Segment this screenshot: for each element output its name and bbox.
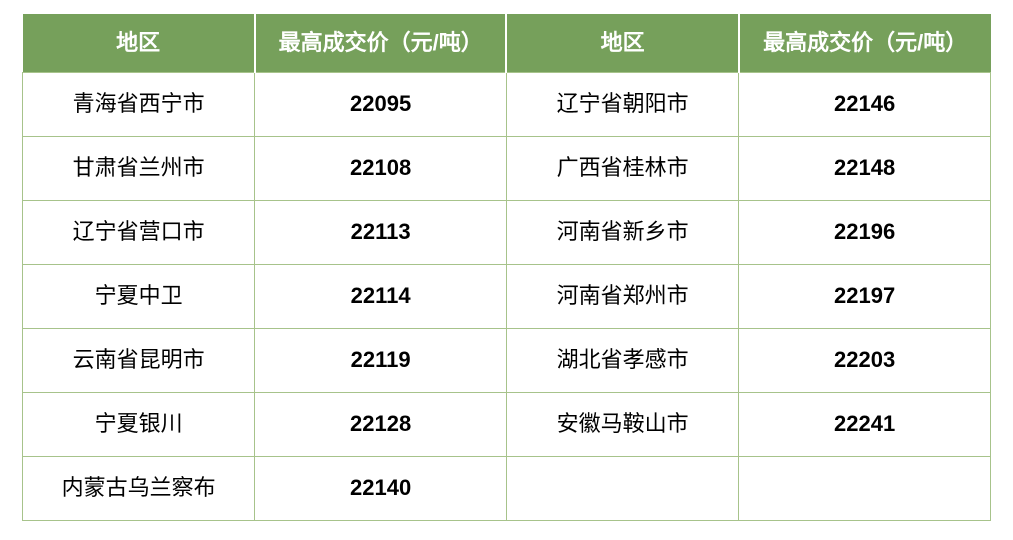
cell-price-left: 22114 <box>255 264 507 328</box>
cell-region-right: 湖北省孝感市 <box>506 328 738 392</box>
cell-price-right: 22196 <box>739 200 991 264</box>
table-row: 宁夏中卫22114河南省郑州市22197 <box>23 264 991 328</box>
cell-region-left: 青海省西宁市 <box>23 72 255 136</box>
table-row: 青海省西宁市22095辽宁省朝阳市22146 <box>23 72 991 136</box>
cell-price-left: 22119 <box>255 328 507 392</box>
cell-region-right: 安徽马鞍山市 <box>506 392 738 456</box>
cell-price-left: 22128 <box>255 392 507 456</box>
table-container: 地区 最高成交价（元/吨） 地区 最高成交价（元/吨） 青海省西宁市22095辽… <box>0 0 1013 535</box>
cell-price-right: 22197 <box>739 264 991 328</box>
table-body: 青海省西宁市22095辽宁省朝阳市22146甘肃省兰州市22108广西省桂林市2… <box>23 72 991 520</box>
cell-region-left: 内蒙古乌兰察布 <box>23 456 255 520</box>
cell-region-left: 宁夏银川 <box>23 392 255 456</box>
cell-price-right: 22148 <box>739 136 991 200</box>
table-row: 内蒙古乌兰察布22140 <box>23 456 991 520</box>
cell-region-left: 云南省昆明市 <box>23 328 255 392</box>
header-region-right: 地区 <box>506 14 738 72</box>
cell-price-left: 22140 <box>255 456 507 520</box>
cell-price-left: 22095 <box>255 72 507 136</box>
header-price-left: 最高成交价（元/吨） <box>255 14 507 72</box>
cell-region-right: 河南省郑州市 <box>506 264 738 328</box>
cell-price-left: 22108 <box>255 136 507 200</box>
table-row: 辽宁省营口市22113河南省新乡市22196 <box>23 200 991 264</box>
cell-region-left: 辽宁省营口市 <box>23 200 255 264</box>
cell-price-right: 22146 <box>739 72 991 136</box>
cell-region-right: 广西省桂林市 <box>506 136 738 200</box>
header-price-right: 最高成交价（元/吨） <box>739 14 991 72</box>
cell-price-right <box>739 456 991 520</box>
cell-region-right: 辽宁省朝阳市 <box>506 72 738 136</box>
cell-price-right: 22203 <box>739 328 991 392</box>
table-header: 地区 最高成交价（元/吨） 地区 最高成交价（元/吨） <box>23 14 991 72</box>
table-row: 甘肃省兰州市22108广西省桂林市22148 <box>23 136 991 200</box>
table-row: 云南省昆明市22119湖北省孝感市22203 <box>23 328 991 392</box>
cell-price-left: 22113 <box>255 200 507 264</box>
cell-region-right: 河南省新乡市 <box>506 200 738 264</box>
cell-region-left: 宁夏中卫 <box>23 264 255 328</box>
cell-price-right: 22241 <box>739 392 991 456</box>
header-region-left: 地区 <box>23 14 255 72</box>
table-row: 宁夏银川22128安徽马鞍山市22241 <box>23 392 991 456</box>
cell-region-left: 甘肃省兰州市 <box>23 136 255 200</box>
header-row: 地区 最高成交价（元/吨） 地区 最高成交价（元/吨） <box>23 14 991 72</box>
cell-region-right <box>506 456 738 520</box>
price-table: 地区 最高成交价（元/吨） 地区 最高成交价（元/吨） 青海省西宁市22095辽… <box>22 14 991 521</box>
